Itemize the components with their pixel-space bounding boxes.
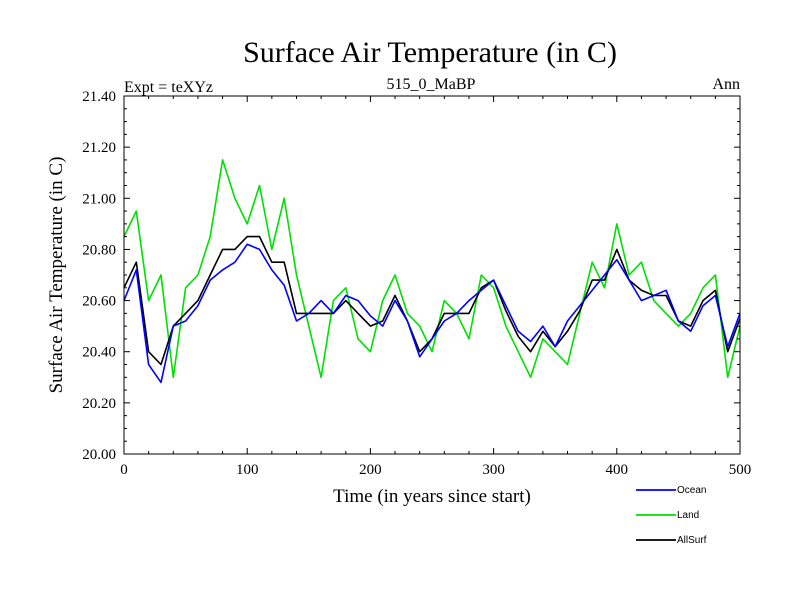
x-tick-label: 0 (120, 462, 128, 478)
y-tick-label: 20.40 (82, 345, 116, 361)
subtitle-left: Expt = teXYz (124, 79, 213, 96)
plot-lines (123, 159, 741, 384)
y-axis: 20.00 20.20 20.40 20.60 20.80 21.00 21.20 21.40 (82, 89, 740, 463)
y-axis-label: Surface Air Temperature (in C) (46, 157, 67, 394)
legend-label-land: Land (677, 510, 699, 521)
y-tick-label: 21.20 (82, 140, 116, 156)
y-tick-label: 20.80 (82, 242, 116, 258)
x-axis-label: Time (in years since start) (333, 486, 531, 507)
subtitle-right: Ann (712, 76, 740, 93)
y-tick-label: 20.20 (82, 396, 116, 412)
legend: Ocean Land AllSurf (636, 485, 707, 546)
y-tick-label: 20.00 (82, 447, 116, 463)
series-line-allsurf (123, 235, 741, 366)
legend-label-allsurf: AllSurf (677, 535, 707, 546)
x-tick-label: 100 (236, 462, 259, 478)
y-tick-label: 21.40 (82, 89, 116, 105)
chart-title: Surface Air Temperature (in C) (243, 36, 617, 69)
x-tick-label: 300 (482, 462, 505, 478)
y-tick-label: 20.60 (82, 294, 116, 310)
series-line-ocean (123, 243, 741, 384)
x-tick-label: 200 (359, 462, 382, 478)
subtitle-center: 515_0_MaBP (387, 76, 476, 93)
series-line-land (123, 159, 741, 379)
x-tick-label: 400 (606, 462, 629, 478)
x-tick-label: 500 (729, 462, 752, 478)
x-axis: 0 100 200 300 400 500 (120, 96, 751, 478)
legend-label-ocean: Ocean (677, 485, 706, 496)
y-tick-label: 21.00 (82, 191, 116, 207)
